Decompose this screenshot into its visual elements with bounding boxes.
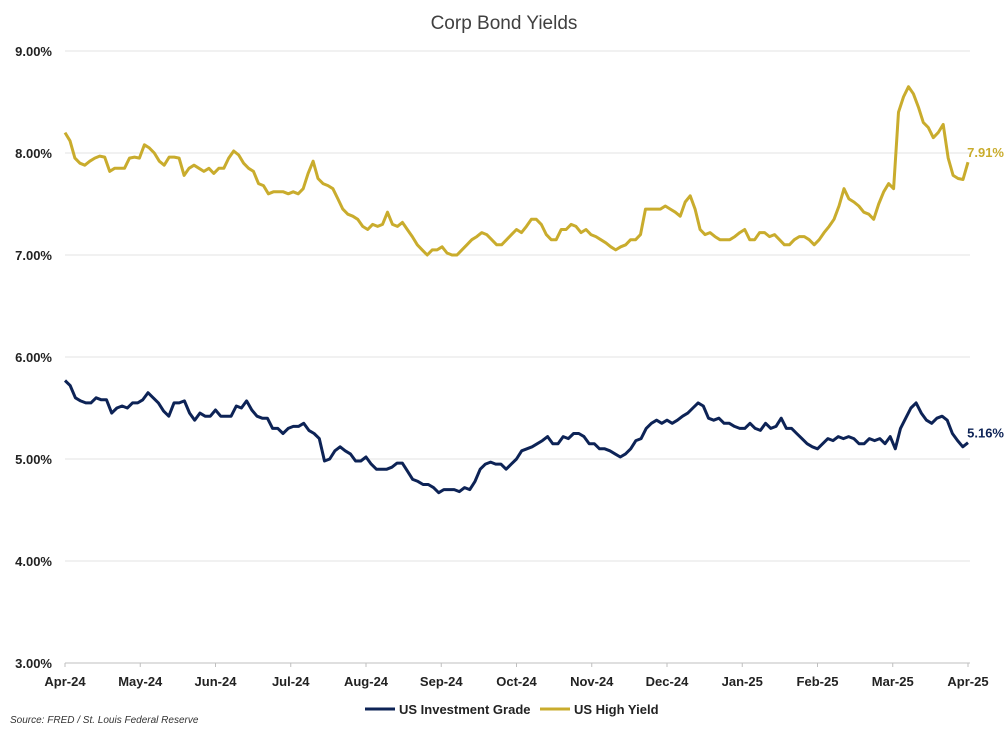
x-tick-label: Apr-25	[947, 674, 988, 689]
end-label-investment-grade: 5.16%	[967, 426, 1004, 441]
chart-title: Corp Bond Yields	[431, 13, 578, 34]
y-tick-label: 7.00%	[15, 248, 52, 263]
y-tick-label: 8.00%	[15, 146, 52, 161]
series-line-high-yield	[63, 85, 970, 257]
x-tick-label: Apr-24	[44, 674, 86, 689]
series-line-investment-grade	[63, 379, 969, 495]
x-tick-label: May-24	[118, 674, 163, 689]
x-tick-label: Jan-25	[722, 674, 763, 689]
x-axis-ticks: Apr-24 May-24 Jun-24 Jul-24 Aug-24 Sep-24 Oct-…	[44, 663, 989, 689]
y-axis-ticks: 3.00% 4.00% 5.00% 6.00% 7.00% 8.00% 9.00%	[15, 44, 52, 671]
series-lines	[63, 85, 970, 495]
x-tick-label: Aug-24	[344, 674, 389, 689]
legend-label-high-yield: US High Yield	[574, 702, 659, 717]
y-tick-label: 9.00%	[15, 44, 52, 59]
x-tick-label: Oct-24	[496, 674, 537, 689]
x-tick-label: Dec-24	[646, 674, 689, 689]
x-tick-label: Feb-25	[797, 674, 839, 689]
end-label-high-yield: 7.91%	[967, 145, 1004, 160]
x-tick-label: Nov-24	[570, 674, 614, 689]
y-tick-label: 5.00%	[15, 452, 52, 467]
legend-item-high-yield[interactable]: US High Yield	[540, 702, 659, 717]
source-note: Source: FRED / St. Louis Federal Reserve	[10, 715, 199, 726]
x-tick-label: Mar-25	[872, 674, 914, 689]
legend-label-investment-grade: US Investment Grade	[399, 702, 531, 717]
x-tick-label: Jun-24	[195, 674, 238, 689]
legend-item-investment-grade[interactable]: US Investment Grade	[365, 702, 531, 717]
y-tick-label: 4.00%	[15, 554, 52, 569]
y-tick-label: 3.00%	[15, 656, 52, 671]
end-labels: 5.16% 7.91%	[967, 145, 1004, 441]
legend: US Investment Grade US High Yield	[365, 702, 659, 717]
x-tick-label: Sep-24	[420, 674, 463, 689]
x-tick-label: Jul-24	[272, 674, 310, 689]
gridlines	[65, 50, 970, 562]
y-tick-label: 6.00%	[15, 350, 52, 365]
